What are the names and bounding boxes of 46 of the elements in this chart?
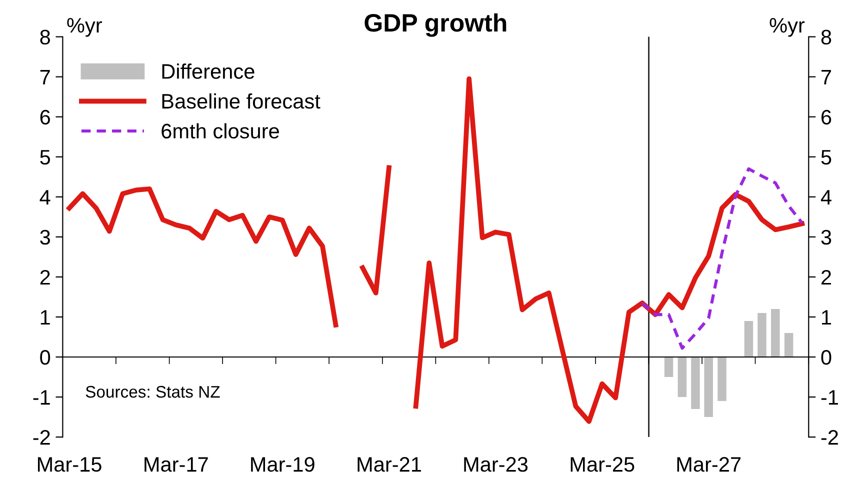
y-tick-label: 1 [40,310,50,325]
chart-title: GDP growth [364,13,506,37]
y2-tick-label: 8 [821,30,832,45]
y2-tick-label: 7 [822,70,831,84]
x-tick-label: Mar-17 [144,457,208,472]
bar [718,357,726,402]
y2-tick-label: 4 [820,190,832,204]
bar [744,320,754,357]
y-tick-label: 5 [40,150,50,165]
bar [691,357,700,410]
line-series [640,167,804,350]
y-tick-label: 4 [40,190,50,204]
x-tick-label: Mar-15 [38,457,102,472]
x-tick-label: Mar-25 [570,457,634,472]
legend-label: Difference [162,64,254,79]
y2-tick-label: 1 [822,310,832,325]
y-tick-label: 2 [40,270,50,284]
x-tick-label: Mar-27 [677,457,741,472]
y2-tick-label: 2 [822,270,831,284]
y-tick-label: -2 [33,430,50,445]
y-axis-title: %yr [67,18,102,37]
y2-tick-label: 5 [821,150,832,165]
bar [771,308,780,357]
bar [664,357,674,378]
legend-label: 6mth closure [162,123,279,139]
bar [678,357,687,398]
y2-axis-title: %yr [770,18,805,37]
bar [784,332,794,357]
y2-tick-label: 0 [821,350,832,365]
y-tick-label: 7 [40,70,50,84]
y-tick-label: 3 [40,230,50,245]
y2-tick-label: -1 [821,390,838,405]
y2-tick-label: -2 [821,430,838,445]
bar [758,312,766,357]
y-tick-label: 6 [40,110,50,125]
x-tick-label: Mar-19 [251,457,314,472]
y-tick-label: -1 [33,390,50,405]
x-tick-label: Mar-21 [358,457,421,472]
annotation: Sources: Stats NZ [86,386,220,398]
y-tick-label: 0 [40,350,50,365]
x-tick-label: Mar-23 [464,457,528,472]
bar [704,357,713,418]
y2-tick-label: 6 [822,110,832,125]
y-tick-label: 8 [40,30,50,45]
y2-tick-label: 3 [821,230,832,245]
legend-label: Baseline forecast [162,93,320,109]
